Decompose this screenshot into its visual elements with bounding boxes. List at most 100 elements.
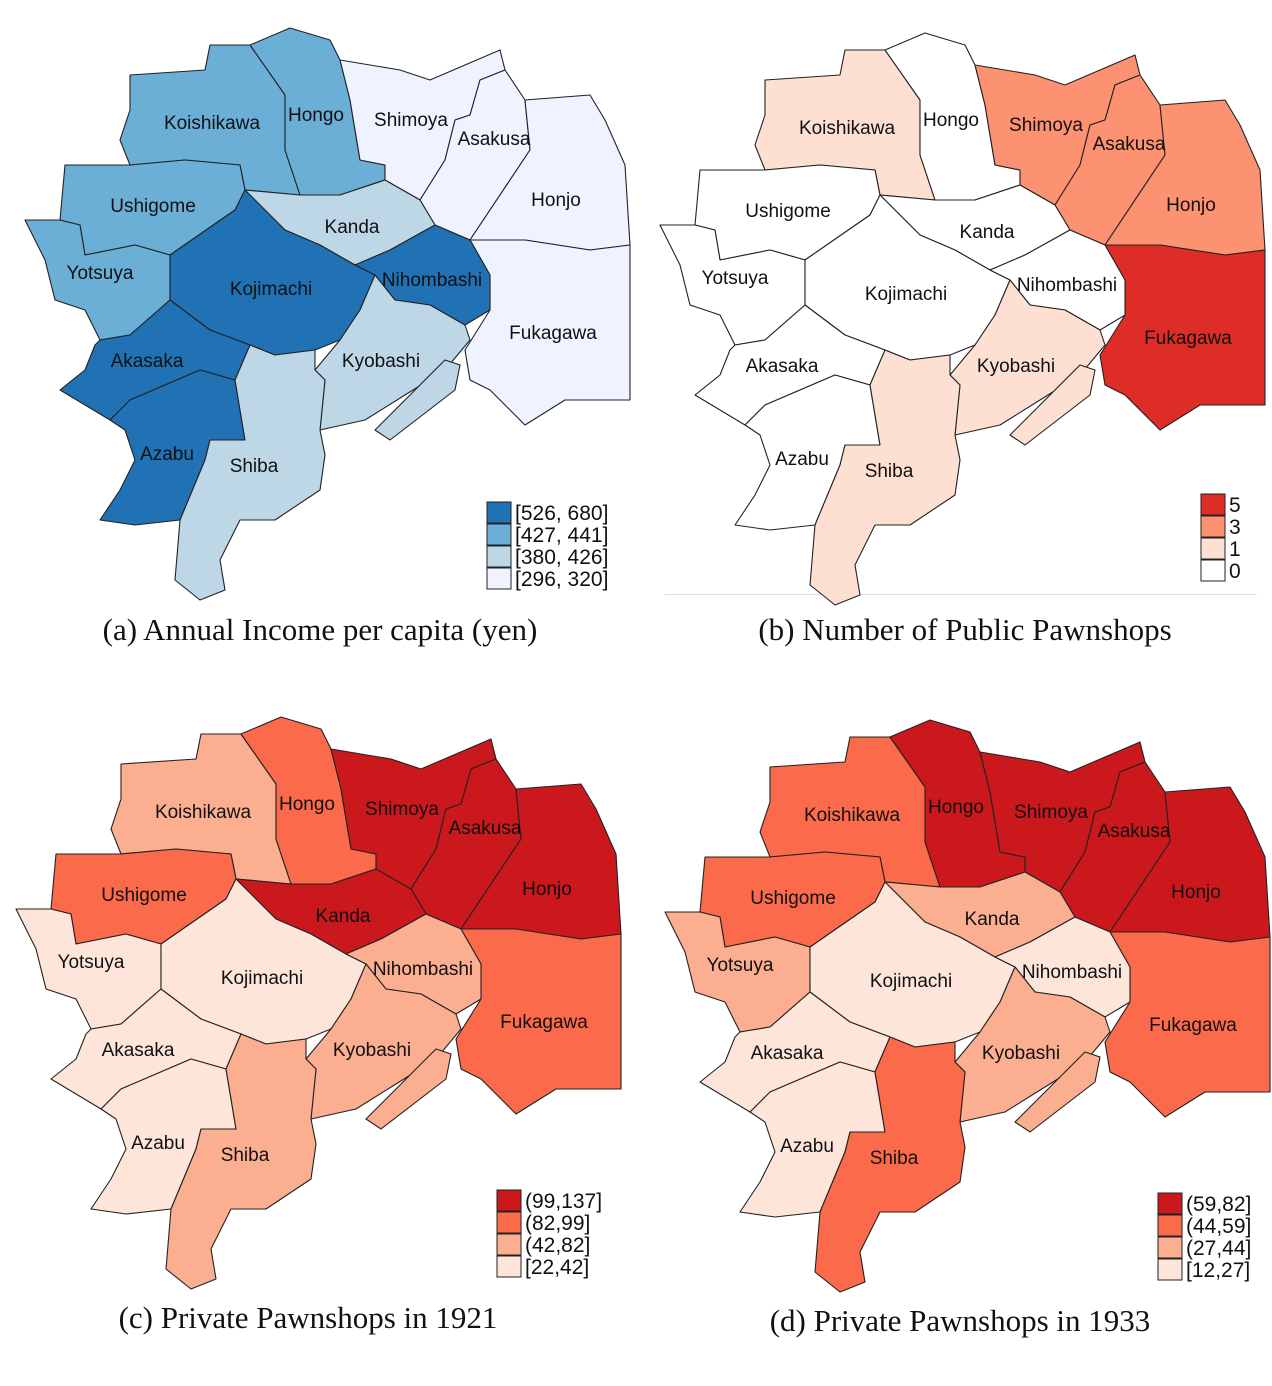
legend-label: (42,82] (525, 1234, 590, 1257)
district-label-fukagawa: Fukagawa (500, 1012, 588, 1033)
district-kyobashi (954, 966, 1111, 1123)
divider (665, 594, 1257, 595)
district-label-kyobashi: Kyobashi (977, 356, 1055, 377)
district-shiba (174, 344, 326, 601)
district-shiba (165, 1033, 317, 1290)
legend-label: [296, 320] (515, 568, 608, 591)
district-label-yotsuya: Yotsuya (58, 952, 125, 973)
map-private-pawnshops-1921: Koishikawa Hongo Shimoya Asakusa Honjo Fukaga… (15, 716, 622, 1290)
district-shiba (809, 349, 961, 606)
district-label-fukagawa: Fukagawa (1149, 1015, 1237, 1036)
district-label-asakusa: Asakusa (1093, 134, 1166, 155)
district-kyobashi (949, 279, 1106, 436)
district-kyobashi-island (1014, 1051, 1101, 1133)
legend-label: 5 (1229, 494, 1241, 517)
district-label-hongo: Hongo (279, 794, 335, 815)
legend-label: [526, 680] (515, 502, 608, 525)
district-label-yotsuya: Yotsuya (707, 955, 774, 976)
district-label-kanda: Kanda (325, 217, 380, 238)
legend-swatch (1200, 515, 1226, 538)
legend-label: [427, 441] (515, 524, 608, 547)
district-label-yotsuya: Yotsuya (67, 263, 134, 284)
map-private-pawnshops-1933: Koishikawa Hongo Shimoya Asakusa Honjo Fukaga… (664, 719, 1271, 1293)
legend-swatch (1200, 493, 1226, 516)
district-label-azabu: Azabu (775, 449, 829, 470)
district-kyobashi-island (374, 359, 461, 441)
legend-label: 3 (1229, 516, 1241, 539)
district-label-ushigome: Ushigome (750, 888, 836, 909)
district-label-shiba: Shiba (865, 461, 914, 482)
district-label-shimoya: Shimoya (1014, 802, 1088, 823)
legend-swatch (486, 501, 512, 524)
district-label-honjo: Honjo (1171, 882, 1221, 903)
district-label-akasaka: Akasaka (751, 1043, 824, 1064)
legend-swatch (486, 545, 512, 568)
district-label-akasaka: Akasaka (746, 356, 819, 377)
district-shiba (814, 1036, 966, 1293)
district-label-akasaka: Akasaka (111, 351, 184, 372)
legend-label: 0 (1229, 560, 1241, 583)
district-label-honjo: Honjo (531, 190, 581, 211)
district-kyobashi-island (1009, 364, 1096, 446)
district-label-hongo: Hongo (928, 797, 984, 818)
district-label-ushigome: Ushigome (110, 196, 196, 217)
legend-label: [380, 426] (515, 546, 608, 569)
legend-swatch (1157, 1258, 1183, 1281)
legend: (59,82](44,59](27,44][12,27] (1157, 1192, 1251, 1282)
district-label-shimoya: Shimoya (1009, 115, 1083, 136)
districts (659, 32, 1266, 606)
legend-label: [12,27] (1186, 1259, 1250, 1282)
district-label-shiba: Shiba (870, 1148, 919, 1169)
district-label-ushigome: Ushigome (745, 201, 831, 222)
legend-swatch (1200, 559, 1226, 582)
district-label-azabu: Azabu (780, 1136, 834, 1157)
district-kyobashi-island (365, 1048, 452, 1130)
district-label-kanda: Kanda (960, 222, 1015, 243)
district-label-azabu: Azabu (131, 1133, 185, 1154)
district-label-kanda: Kanda (316, 906, 371, 927)
district-label-koishikawa: Koishikawa (164, 113, 261, 134)
district-label-hongo: Hongo (923, 110, 979, 131)
district-label-shimoya: Shimoya (365, 799, 439, 820)
legend-swatch (496, 1255, 522, 1278)
legend-swatch (496, 1189, 522, 1212)
legend: (99,137](82,99](42,82][22,42] (496, 1189, 602, 1279)
district-label-yotsuya: Yotsuya (702, 268, 769, 289)
legend-label: (27,44] (1186, 1237, 1251, 1260)
district-label-ushigome: Ushigome (101, 885, 187, 906)
district-label-honjo: Honjo (522, 879, 572, 900)
legend-swatch (1157, 1236, 1183, 1259)
district-label-asakusa: Asakusa (449, 818, 522, 839)
districts (15, 716, 622, 1290)
district-label-shimoya: Shimoya (374, 110, 448, 131)
district-label-azabu: Azabu (140, 444, 194, 465)
district-label-shiba: Shiba (221, 1145, 270, 1166)
district-kyobashi (305, 963, 462, 1120)
district-label-akasaka: Akasaka (102, 1040, 175, 1061)
district-label-kyobashi: Kyobashi (333, 1040, 411, 1061)
legend-label: 1 (1229, 538, 1241, 561)
legend-swatch (496, 1233, 522, 1256)
legend-label: (59,82] (1186, 1193, 1251, 1216)
district-kyobashi (314, 274, 471, 431)
district-label-kojimachi: Kojimachi (870, 971, 952, 992)
legend-label: (99,137] (525, 1190, 602, 1213)
district-label-kojimachi: Kojimachi (230, 279, 312, 300)
district-label-hongo: Hongo (288, 105, 344, 126)
district-label-koishikawa: Koishikawa (155, 802, 252, 823)
district-label-nihombashi: Nihombashi (382, 270, 482, 291)
district-label-kanda: Kanda (965, 909, 1020, 930)
districts (664, 719, 1271, 1293)
legend: [526, 680][427, 441][380, 426][296, 320] (486, 501, 608, 591)
legend-swatch (1157, 1192, 1183, 1215)
district-label-kojimachi: Kojimachi (221, 968, 303, 989)
legend-swatch (1157, 1214, 1183, 1237)
caption-a: (a) Annual Income per capita (yen) (102, 612, 538, 647)
district-label-nihombashi: Nihombashi (373, 959, 473, 980)
district-label-asakusa: Asakusa (458, 129, 531, 150)
district-label-koishikawa: Koishikawa (804, 805, 901, 826)
caption-b: (b) Number of Public Pawnshops (758, 612, 1172, 647)
district-label-kyobashi: Kyobashi (982, 1043, 1060, 1064)
district-label-kojimachi: Kojimachi (865, 284, 947, 305)
legend-label: (82,99] (525, 1212, 590, 1235)
